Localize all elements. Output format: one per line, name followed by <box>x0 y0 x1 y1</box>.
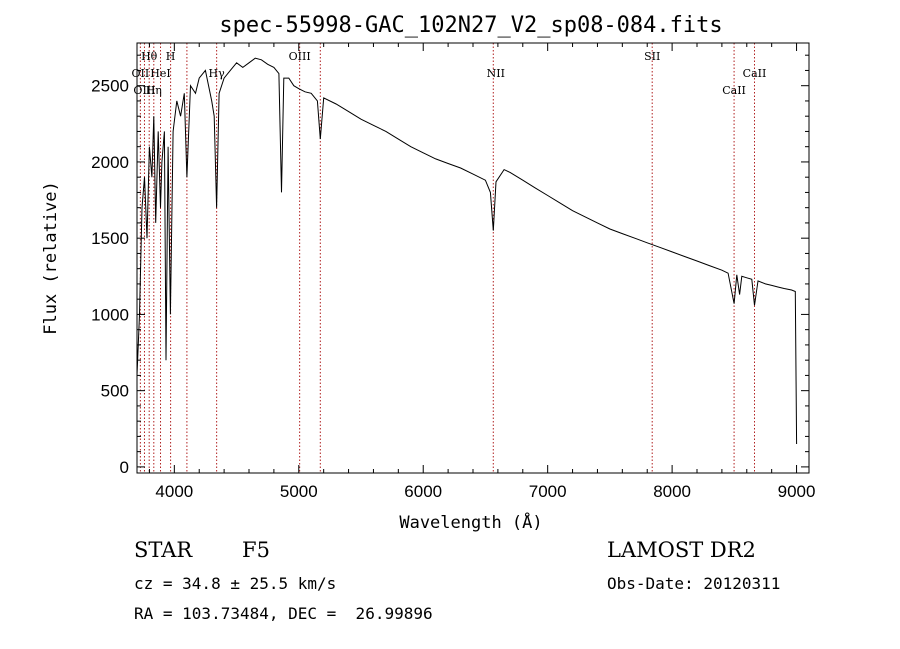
x-tick-label: 7000 <box>529 482 567 501</box>
survey-name: LAMOST DR2 <box>607 538 756 562</box>
line-label: Hθ <box>141 50 158 63</box>
x-tick-label: 5000 <box>280 482 318 501</box>
line-label: CaII <box>722 84 746 97</box>
object-class: STAR <box>134 538 193 562</box>
x-axis: 4000 5000 6000 7000 8000 9000 <box>148 43 816 501</box>
line-label: SII <box>644 50 660 63</box>
line-label: H <box>166 50 176 63</box>
line-label: OII <box>132 67 150 80</box>
x-tick-label: 6000 <box>404 482 442 501</box>
obs-date: Obs-Date: 20120311 <box>607 574 781 593</box>
y-tick-label: 500 <box>101 382 129 401</box>
plot-frame <box>136 42 810 474</box>
y-axis: 0 500 1000 1500 2000 2500 <box>91 54 809 477</box>
y-tick-label: 0 <box>120 458 129 477</box>
line-label: Hη <box>146 84 162 97</box>
line-label: NII <box>487 67 505 80</box>
spectrum-series <box>136 57 798 445</box>
line-label: OIII <box>289 50 311 63</box>
y-axis-label: Flux (relative) <box>41 181 61 335</box>
velocity-readout: cz = 34.8 ± 25.5 km/s <box>134 574 337 593</box>
y-tick-label: 2000 <box>91 153 129 172</box>
x-tick-label: 9000 <box>778 482 816 501</box>
flux-line <box>136 57 798 445</box>
line-label: OIII <box>133 84 155 97</box>
coordinates-readout: RA = 103.73484, DEC = 26.99896 <box>134 604 433 623</box>
y-tick-label: 1000 <box>91 305 129 324</box>
x-tick-label: 8000 <box>653 482 691 501</box>
line-label: Hγ <box>209 67 226 80</box>
y-tick-label: 2500 <box>91 77 129 96</box>
x-tick-label: 4000 <box>155 482 193 501</box>
line-label: HeI <box>150 67 170 80</box>
chart-title: spec-55998-GAC_102N27_V2_sp08-084.fits <box>219 13 722 38</box>
guide-lines <box>139 43 755 473</box>
object-subclass: F5 <box>242 538 270 562</box>
line-label: CaII <box>743 67 767 80</box>
y-tick-label: 1500 <box>91 229 129 248</box>
x-axis-label: Wavelength (Å) <box>399 511 542 533</box>
